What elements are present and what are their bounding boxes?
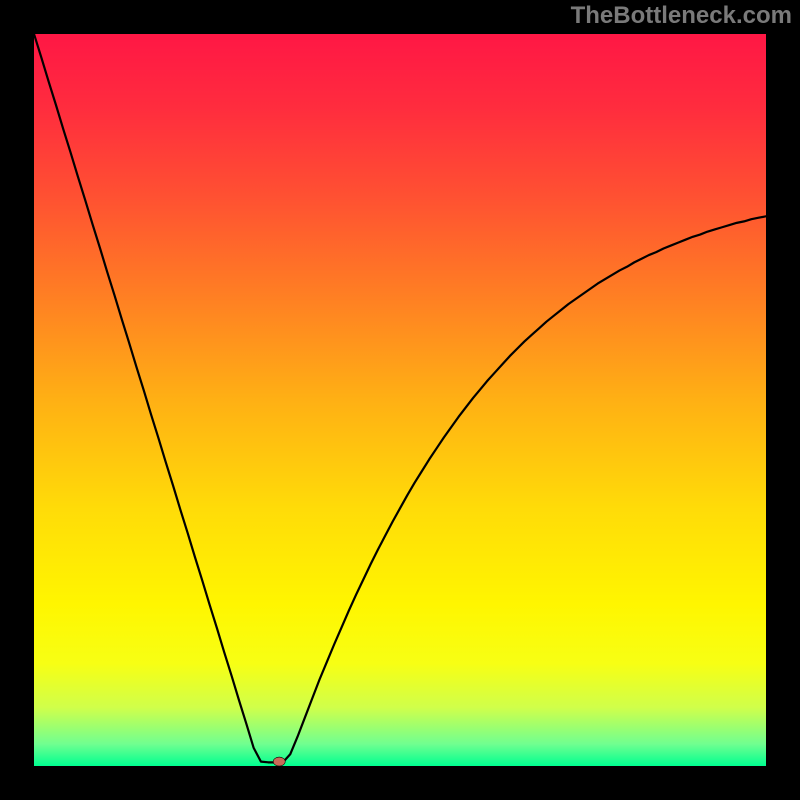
watermark-text: TheBottleneck.com <box>571 2 792 30</box>
stage: TheBottleneck.com <box>0 0 800 800</box>
plot-background <box>34 34 766 766</box>
minimum-marker <box>273 757 285 766</box>
bottleneck-chart <box>0 0 800 800</box>
